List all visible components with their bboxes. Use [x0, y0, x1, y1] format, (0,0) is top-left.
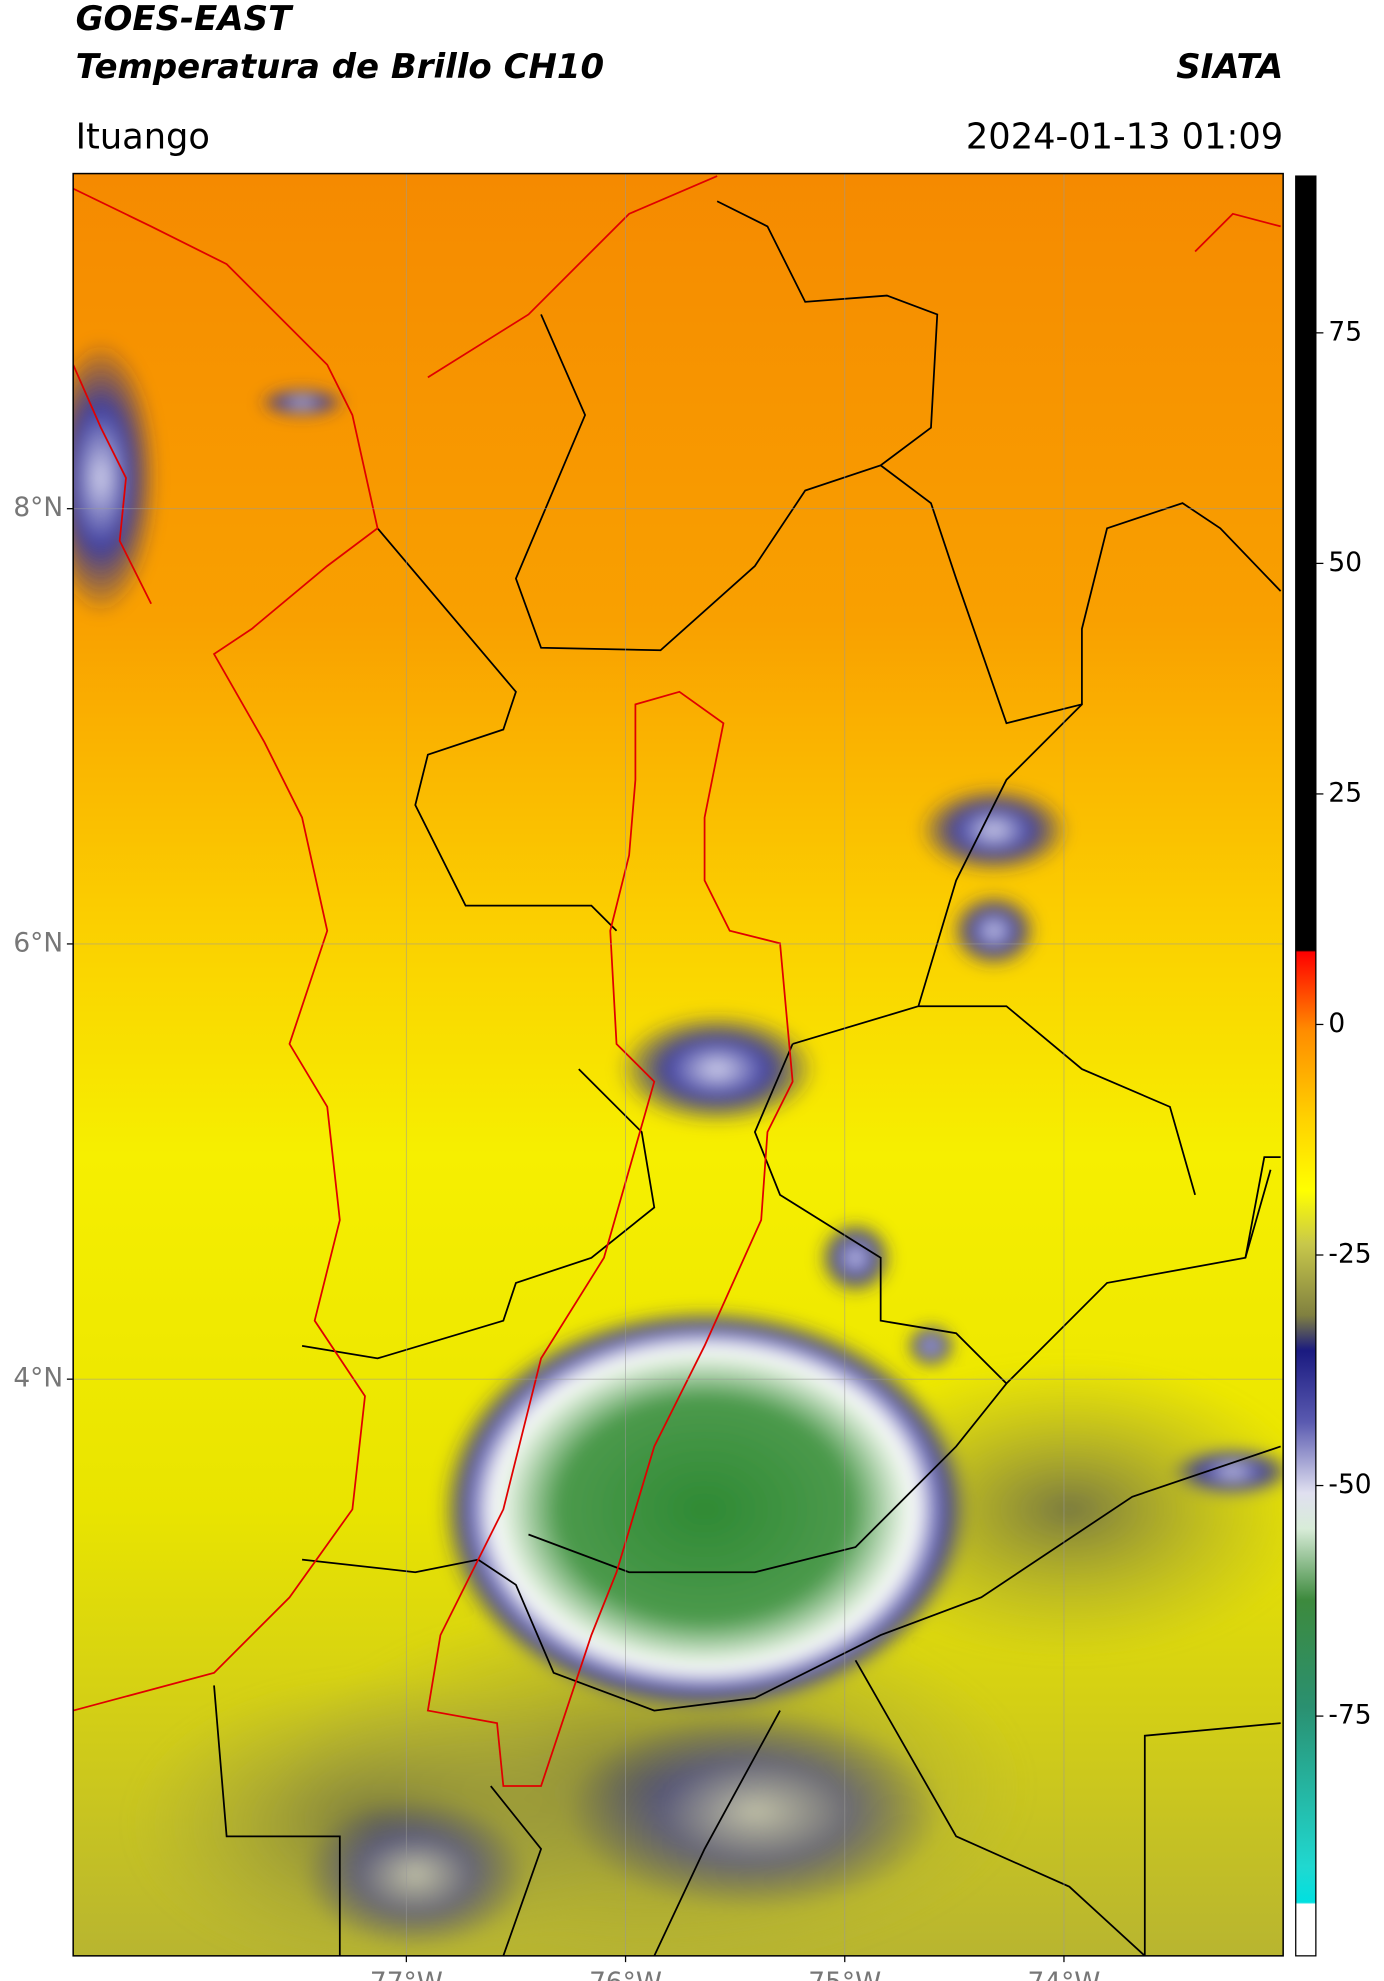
subtitle: Temperatura de Brillo CH10: [76, 47, 604, 87]
source: SIATA: [1176, 47, 1283, 87]
lat-label: 4°N: [13, 1363, 63, 1394]
colorbar-label: 50: [1328, 547, 1362, 578]
colorbar-label: 0: [1328, 1008, 1345, 1039]
datetime: 2024-01-13 01:09: [966, 116, 1283, 157]
colorbar: [1295, 175, 1317, 1957]
lat-label: 6°N: [13, 927, 63, 958]
lon-label: 76°W: [589, 1967, 662, 1981]
colorbar-label: -75: [1328, 1700, 1371, 1731]
axes: 77°W 76°W 75°W 74°W 8°N 6°N 4°N 75 50 25 0 -25 -50 -7…: [13, 316, 1371, 1981]
lat-label: 8°N: [13, 492, 63, 523]
location: Ituango: [76, 116, 210, 157]
lon-label: 77°W: [370, 1967, 443, 1981]
colorbar-label: -25: [1328, 1239, 1371, 1270]
colorbar-label: -50: [1328, 1469, 1371, 1500]
map-image: [73, 173, 1284, 1956]
colorbar-label: 75: [1328, 316, 1362, 347]
colorbar-label: 25: [1328, 777, 1362, 808]
map-frame: [72, 172, 1284, 1957]
lon-label: 75°W: [808, 1967, 881, 1981]
title: GOES-EAST: [76, 0, 294, 39]
lon-label: 74°W: [1027, 1967, 1100, 1981]
